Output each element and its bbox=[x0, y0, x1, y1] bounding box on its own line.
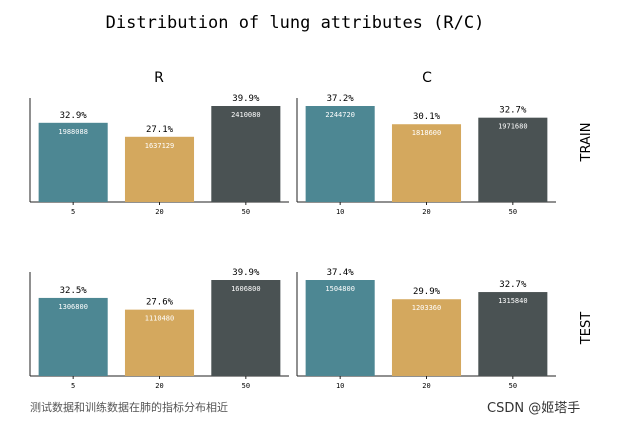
count-label-train-c-10: 2244720 bbox=[325, 111, 355, 119]
percent-label-test-r-20: 27.6% bbox=[146, 298, 174, 308]
count-label-train-r-20: 1637129 bbox=[145, 142, 175, 150]
bar-train-c-10 bbox=[305, 106, 375, 202]
x-tick-label-train-r-20: 20 bbox=[155, 208, 163, 216]
bar-test-r-20 bbox=[124, 309, 195, 376]
count-label-test-r-5: 1306800 bbox=[58, 303, 88, 311]
x-tick-label-train-c-50: 50 bbox=[509, 208, 517, 216]
percent-label-train-c-50: 32.7% bbox=[499, 106, 527, 116]
x-tick-label-test-r-50: 50 bbox=[242, 382, 250, 390]
count-label-test-r-50: 1606800 bbox=[231, 285, 261, 293]
percent-label-train-c-20: 30.1% bbox=[413, 112, 441, 122]
percent-label-train-r-5: 32.9% bbox=[60, 111, 88, 121]
percent-label-train-c-10: 37.2% bbox=[327, 94, 355, 104]
x-tick-label-test-r-5: 5 bbox=[71, 382, 75, 390]
percent-label-test-r-50: 39.9% bbox=[232, 268, 260, 278]
count-label-train-r-50: 2410080 bbox=[231, 111, 261, 119]
x-tick-label-train-c-20: 20 bbox=[422, 208, 430, 216]
percent-label-test-c-50: 32.7% bbox=[499, 280, 527, 290]
percent-label-train-r-20: 27.1% bbox=[146, 125, 174, 135]
bar-train-r-5 bbox=[38, 122, 108, 202]
percent-label-test-c-10: 37.4% bbox=[327, 268, 355, 278]
bar-train-c-20 bbox=[391, 124, 462, 202]
bar-test-c-50 bbox=[478, 292, 548, 376]
x-tick-label-train-c-10: 10 bbox=[336, 208, 344, 216]
count-label-test-r-20: 1110480 bbox=[145, 315, 175, 323]
bar-test-c-10 bbox=[305, 280, 375, 376]
count-label-test-c-50: 1315840 bbox=[498, 297, 528, 305]
panels-group: 32.9% 1988088 5 27.1% 1637129 20 39.9% 2410080 5… bbox=[29, 94, 556, 390]
x-tick-label-train-r-50: 50 bbox=[242, 208, 250, 216]
x-tick-label-test-r-20: 20 bbox=[155, 382, 163, 390]
count-label-train-c-20: 1818600 bbox=[412, 129, 442, 137]
x-tick-label-test-c-10: 10 bbox=[336, 382, 344, 390]
caption: 测试数据和训练数据在肺的指标分布相近 bbox=[30, 401, 228, 414]
bar-train-c-50 bbox=[478, 117, 548, 202]
x-tick-label-test-c-50: 50 bbox=[509, 382, 517, 390]
percent-label-train-r-50: 39.9% bbox=[232, 94, 260, 104]
column-header-c: C bbox=[422, 70, 432, 86]
row-label-train: TRAIN bbox=[579, 123, 594, 163]
chart-title: Distribution of lung attributes (R/C) bbox=[106, 13, 485, 33]
count-label-train-c-50: 1971680 bbox=[498, 123, 528, 131]
count-label-test-c-20: 1203360 bbox=[412, 304, 442, 312]
bar-test-c-20 bbox=[391, 299, 462, 376]
x-tick-label-test-c-20: 20 bbox=[422, 382, 430, 390]
column-header-r: R bbox=[154, 70, 164, 86]
count-label-test-c-10: 1504800 bbox=[325, 285, 355, 293]
bar-test-r-50 bbox=[211, 280, 281, 376]
count-label-train-r-5: 1988088 bbox=[58, 128, 88, 136]
bar-train-r-20 bbox=[124, 136, 195, 202]
watermark: CSDN @姬塔手 bbox=[487, 401, 581, 416]
x-tick-label-train-r-5: 5 bbox=[71, 208, 75, 216]
row-label-test: TEST bbox=[579, 312, 594, 345]
bar-train-r-50 bbox=[211, 106, 281, 202]
percent-label-test-c-20: 29.9% bbox=[413, 287, 441, 297]
percent-label-test-r-5: 32.5% bbox=[60, 286, 88, 296]
bar-test-r-5 bbox=[38, 297, 108, 376]
